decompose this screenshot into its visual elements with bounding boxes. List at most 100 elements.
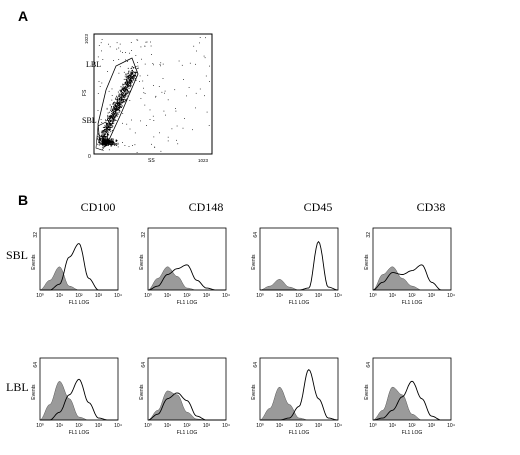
histogram-sbl-cd38-ymax: 32 bbox=[366, 232, 372, 238]
histogram-lbl-cd100: 64 Events 10⁰ 10¹ 10² 10³ 10⁴ FL1 LOG bbox=[31, 357, 122, 436]
histogram-lbl-cd45-xtick: 10² bbox=[295, 423, 303, 429]
histogram-lbl-cd148-xtick: 10⁰ bbox=[144, 423, 152, 429]
histogram-sbl-cd100-ylabel: Events bbox=[31, 254, 37, 270]
histogram-sbl-cd148-ymax: 32 bbox=[141, 232, 147, 238]
column-header-cd38: CD38 bbox=[416, 200, 446, 214]
histogram-sbl-cd38-xtick: 10² bbox=[408, 293, 416, 299]
histogram-lbl-cd45: 64 Events 10⁰ 10¹ 10² 10³ 10⁴ FL1 LOG bbox=[251, 357, 342, 436]
histogram-sbl-cd148-xtick: 10⁴ bbox=[222, 293, 230, 299]
histogram-sbl-cd148-frame bbox=[147, 227, 227, 291]
histogram-sbl-cd148-xlabel: FL1 LOG bbox=[177, 300, 198, 306]
histogram-lbl-cd45-xtick: 10⁰ bbox=[256, 423, 264, 429]
column-header-cd45: CD45 bbox=[303, 200, 333, 214]
histogram-lbl-cd38-xtick: 10⁴ bbox=[447, 423, 455, 429]
histogram-sbl-cd45-xtick: 10⁴ bbox=[334, 293, 342, 299]
histogram-sbl-cd100-xlabel: FL1 LOG bbox=[69, 300, 90, 306]
histogram-lbl-cd100-ylabel: Events bbox=[31, 384, 37, 400]
histogram-lbl-cd45-xtick: 10¹ bbox=[276, 423, 284, 429]
histogram-sbl-cd100-frame bbox=[39, 227, 119, 291]
scatter-plot: FS 0 1023 SS 1023 bbox=[82, 33, 213, 164]
histogram-sbl-cd38-frame bbox=[372, 227, 452, 291]
histogram-sbl-cd100-ymax: 32 bbox=[33, 232, 39, 238]
histogram-lbl-cd38-xtick: 10³ bbox=[428, 423, 436, 429]
histogram-sbl-cd100-xtick: 10¹ bbox=[56, 293, 64, 299]
histogram-lbl-cd148-ymax: 64 bbox=[141, 362, 147, 368]
histogram-sbl-cd38: 32 Events 10⁰ 10¹ 10² 10³ 10⁴ FL1 LOG bbox=[364, 227, 455, 306]
histogram-sbl-cd38-stain-line bbox=[372, 264, 451, 291]
histogram-lbl-cd38-xtick: 10¹ bbox=[389, 423, 397, 429]
histogram-sbl-cd148-xtick: 10⁰ bbox=[144, 293, 152, 299]
histogram-sbl-cd45-ymax: 64 bbox=[253, 232, 259, 238]
histogram-lbl-cd38-ymax: 64 bbox=[366, 362, 372, 368]
histogram-lbl-cd148: 64 Events 10⁰ 10¹ 10² 10³ 10⁴ FL1 LOG bbox=[139, 357, 230, 436]
scatter-x-max: 1023 bbox=[198, 158, 209, 163]
histogram-sbl-cd45-ylabel: Events bbox=[251, 254, 257, 270]
histogram-sbl-cd100-xtick: 10⁴ bbox=[114, 293, 122, 299]
histogram-lbl-cd100-ymax: 64 bbox=[33, 362, 39, 368]
histogram-sbl-cd148-stain-line bbox=[147, 264, 226, 291]
histogram-lbl-cd38-frame bbox=[372, 357, 452, 421]
histogram-lbl-cd100-stain-line bbox=[40, 378, 118, 421]
panel-b-label: B bbox=[18, 192, 29, 208]
histogram-lbl-cd45-ymax: 64 bbox=[253, 362, 259, 368]
histogram-sbl-cd45-xtick: 10¹ bbox=[276, 293, 284, 299]
histogram-lbl-cd148-xlabel: FL1 LOG bbox=[177, 430, 198, 436]
histogram-lbl-cd100-xtick: 10¹ bbox=[56, 423, 64, 429]
histogram-sbl-cd45-xlabel: FL1 LOG bbox=[289, 300, 310, 306]
histogram-lbl-cd100-control-fill bbox=[39, 381, 118, 421]
sbl-gate-label: SBL bbox=[82, 116, 97, 125]
lbl-gate-label: LBL bbox=[86, 60, 102, 69]
histogram-lbl-cd38-stain-line bbox=[372, 380, 451, 421]
lbl-gate bbox=[97, 57, 139, 145]
histogram-sbl-cd148-xtick: 10³ bbox=[203, 293, 211, 299]
histogram-sbl-cd148-control-fill bbox=[147, 266, 226, 291]
histogram-lbl-cd38-ylabel: Events bbox=[364, 384, 370, 400]
panel-a-label: A bbox=[18, 8, 29, 24]
histogram-lbl-cd45-xtick: 10³ bbox=[315, 423, 323, 429]
histogram-lbl-cd100-xtick: 10² bbox=[75, 423, 83, 429]
histogram-lbl-cd100-xlabel: FL1 LOG bbox=[69, 430, 90, 436]
histogram-lbl-cd148-xtick: 10⁴ bbox=[222, 423, 230, 429]
histogram-sbl-cd45-xtick: 10² bbox=[295, 293, 303, 299]
histogram-lbl-cd38-control-fill bbox=[372, 386, 451, 421]
histogram-sbl-cd148-xtick: 10¹ bbox=[164, 293, 172, 299]
column-header-cd148: CD148 bbox=[188, 200, 224, 214]
histogram-lbl-cd148-xtick: 10³ bbox=[203, 423, 211, 429]
row-header-sbl: SBL bbox=[6, 248, 29, 262]
histogram-sbl-cd100-xtick: 10³ bbox=[95, 293, 103, 299]
scatter-x-label: SS bbox=[148, 158, 155, 164]
histogram-sbl-cd38-xlabel: FL1 LOG bbox=[402, 300, 423, 306]
histogram-sbl-cd148-xtick: 10² bbox=[183, 293, 191, 299]
histogram-lbl-cd38: 64 Events 10⁰ 10¹ 10² 10³ 10⁴ FL1 LOG bbox=[364, 357, 455, 436]
histogram-lbl-cd45-ylabel: Events bbox=[251, 384, 257, 400]
histogram-sbl-cd45-xtick: 10³ bbox=[315, 293, 323, 299]
scatter-axis-min: 0 bbox=[88, 154, 91, 160]
histogram-lbl-cd45-control-fill bbox=[259, 386, 338, 421]
histogram-lbl-cd100-xtick: 10⁴ bbox=[114, 423, 122, 429]
histogram-lbl-cd100-xtick: 10⁰ bbox=[36, 423, 44, 429]
histogram-lbl-cd100-xtick: 10³ bbox=[95, 423, 103, 429]
histogram-sbl-cd100-xtick: 10² bbox=[75, 293, 83, 299]
histogram-sbl-cd45-stain-line bbox=[260, 240, 339, 291]
histogram-lbl-cd148-xtick: 10¹ bbox=[164, 423, 172, 429]
histogram-lbl-cd45-frame bbox=[259, 357, 339, 421]
histogram-sbl-cd148-ylabel: Events bbox=[139, 254, 145, 270]
row-header-lbl: LBL bbox=[6, 380, 29, 394]
histogram-lbl-cd100-frame bbox=[39, 357, 119, 421]
histogram-sbl-cd100-control-fill bbox=[39, 266, 118, 291]
histogram-lbl-cd148-frame bbox=[147, 357, 227, 421]
histogram-sbl-cd45-frame bbox=[259, 227, 339, 291]
histogram-sbl-cd148: 32 Events 10⁰ 10¹ 10² 10³ 10⁴ FL1 LOG bbox=[139, 227, 230, 306]
histogram-lbl-cd148-xtick: 10² bbox=[183, 423, 191, 429]
histogram-lbl-cd148-control-fill bbox=[147, 390, 226, 421]
histogram-sbl-cd38-xtick: 10⁰ bbox=[369, 293, 377, 299]
scatter-y-label: FS bbox=[82, 89, 88, 96]
scatter-frame bbox=[93, 33, 213, 155]
histogram-lbl-cd148-ylabel: Events bbox=[139, 384, 145, 400]
histogram-lbl-cd38-xlabel: FL1 LOG bbox=[402, 430, 423, 436]
histogram-lbl-cd38-xtick: 10² bbox=[408, 423, 416, 429]
histogram-sbl-cd38-ylabel: Events bbox=[364, 254, 370, 270]
histogram-sbl-cd45: 64 Events 10⁰ 10¹ 10² 10³ 10⁴ FL1 LOG bbox=[251, 227, 342, 306]
histogram-lbl-cd38-xtick: 10⁰ bbox=[369, 423, 377, 429]
